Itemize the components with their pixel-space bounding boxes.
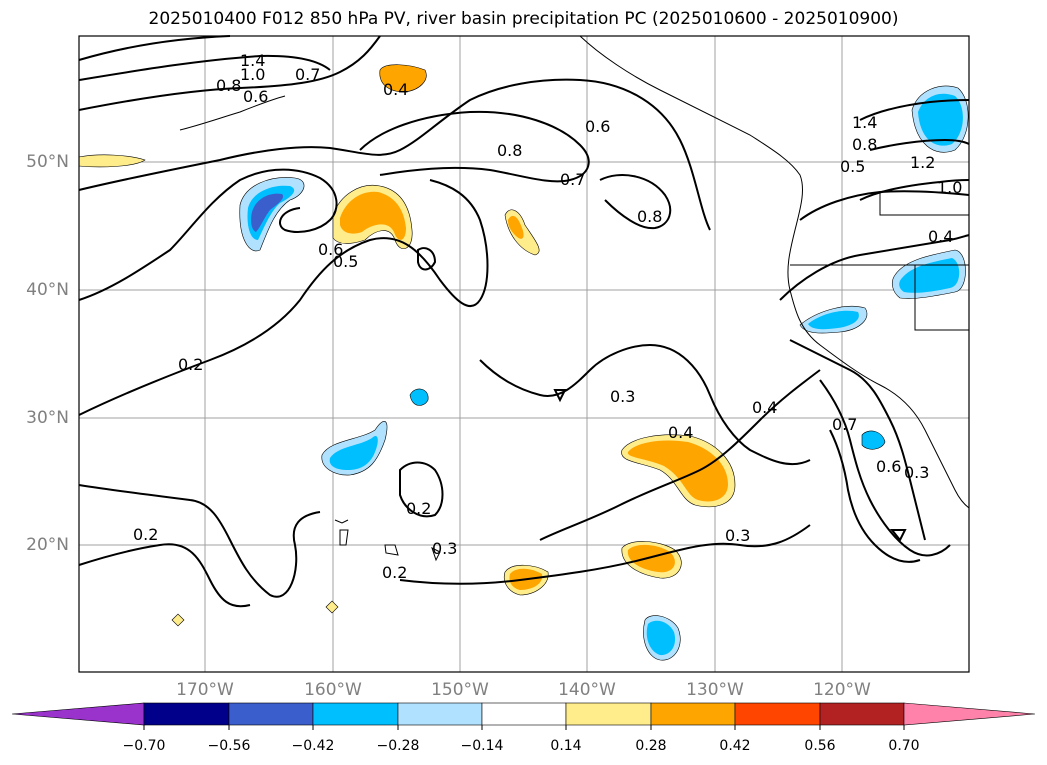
contour-label: 1.0 xyxy=(240,65,265,84)
contour-label: 0.8 xyxy=(852,135,877,154)
shaded-precip-regions xyxy=(78,64,969,661)
contour-label: 0.6 xyxy=(318,240,343,259)
contour-label: 0.2 xyxy=(178,355,203,374)
yellow-dot-2 xyxy=(325,600,339,614)
colorbar-segment xyxy=(312,702,399,726)
contour-labels: 1.4 1.0 0.8 0.6 0.7 0.4 0.6 0.8 0.7 0.8 … xyxy=(133,51,962,582)
blue-blob-northeast-inner xyxy=(918,93,963,146)
contour-label: 0.6 xyxy=(876,457,901,476)
lon-label: 130°W xyxy=(686,680,744,700)
contour-label: 0.8 xyxy=(497,141,522,160)
lon-label: 170°W xyxy=(176,680,234,700)
colorbar-segment xyxy=(143,702,230,726)
colorbar-tick-label: −0.28 xyxy=(376,738,420,754)
colorbar-tick-label: 0.14 xyxy=(550,738,582,754)
blue-blob-south-inner xyxy=(646,620,676,656)
lat-label: 50°N xyxy=(26,152,69,172)
colorbar-tick-label: −0.56 xyxy=(207,738,251,754)
contour-label: 0.4 xyxy=(752,398,777,417)
plot-frame xyxy=(78,35,970,673)
colorbar-segment xyxy=(397,702,483,726)
yellow-strip-west-edge xyxy=(78,154,146,168)
contour-label: 0.4 xyxy=(668,423,693,442)
contour-label: 0.5 xyxy=(333,252,358,271)
contour-label: 0.3 xyxy=(725,526,750,545)
contour-label: 0.4 xyxy=(928,227,953,246)
colorbar-segment xyxy=(481,702,567,726)
orange-blob-south-inner xyxy=(627,544,675,573)
contour-label: 1.2 xyxy=(910,153,935,172)
contour-label: 0.5 xyxy=(840,157,865,176)
orange-small-mid xyxy=(508,215,524,239)
coastlines xyxy=(179,35,970,562)
orange-small-north xyxy=(379,64,427,93)
colorbar-tick-label: 0.56 xyxy=(804,738,836,754)
colorbar-extend-high xyxy=(903,702,1036,726)
colorbar-tick-label: 0.42 xyxy=(719,738,751,754)
lat-label: 40°N xyxy=(26,280,69,300)
contour-label: 0.2 xyxy=(382,563,407,582)
colorbar-tick-label: −0.70 xyxy=(122,738,166,754)
colorbar-segment xyxy=(734,702,821,726)
contour-label: 0.3 xyxy=(904,463,929,482)
colorbar-extend-low xyxy=(11,702,145,726)
lon-label: 120°W xyxy=(813,680,871,700)
dark-blue-core xyxy=(251,193,284,232)
lon-label: 160°W xyxy=(304,680,362,700)
contour-label: 0.6 xyxy=(585,117,610,136)
contour-label: 0.8 xyxy=(216,76,241,95)
contour-label: 0.7 xyxy=(560,170,585,189)
blue-blob-east-inner xyxy=(899,258,960,293)
pv-contours xyxy=(78,35,970,608)
colorbar-tick-label: −0.14 xyxy=(460,738,504,754)
colorbar-segment xyxy=(650,702,736,726)
colorbar-tick-label: 0.70 xyxy=(888,738,920,754)
colorbar-tick-label: 0.28 xyxy=(635,738,667,754)
blue-small-southeast xyxy=(861,430,886,450)
blue-blob-coast-inner xyxy=(808,310,859,330)
yellow-dot-1 xyxy=(171,613,185,627)
orange-blob-west-inner xyxy=(340,191,406,240)
colorbar xyxy=(11,702,1036,730)
contour-label: 0.3 xyxy=(432,539,457,558)
blue-blob-central-inner xyxy=(329,435,378,470)
contour-label: 1.0 xyxy=(937,178,962,197)
lat-label: 20°N xyxy=(26,535,69,555)
contour-label: 0.8 xyxy=(637,207,662,226)
contour-label: 0.2 xyxy=(133,525,158,544)
gridlines xyxy=(79,36,969,672)
colorbar-segment xyxy=(819,702,905,726)
contour-label: 0.6 xyxy=(243,87,268,106)
contour-label: 0.2 xyxy=(406,499,431,518)
blue-small-central xyxy=(409,388,429,406)
contour-label: 0.3 xyxy=(610,387,635,406)
colorbar-tick-label: −0.42 xyxy=(291,738,335,754)
contour-label: 1.4 xyxy=(240,51,265,70)
contour-label: 0.7 xyxy=(295,65,320,84)
lat-label: 30°N xyxy=(26,408,69,428)
colorbar-segment xyxy=(565,702,652,726)
lon-label: 150°W xyxy=(431,680,489,700)
contour-label: 0.7 xyxy=(832,415,857,434)
map-title: 2025010400 F012 850 hPa PV, river basin … xyxy=(148,9,899,29)
lon-label: 140°W xyxy=(558,680,616,700)
orange-blob-east-inner xyxy=(627,440,728,502)
contour-label: 1.4 xyxy=(852,113,877,132)
contour-label: 0.4 xyxy=(383,80,408,99)
colorbar-segment xyxy=(228,702,314,726)
